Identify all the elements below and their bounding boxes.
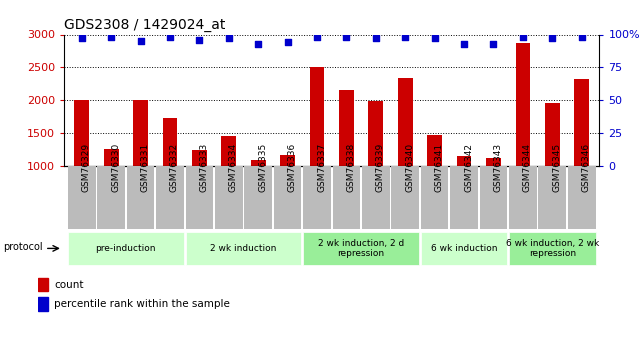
Text: GSM76339: GSM76339 — [376, 143, 385, 192]
Bar — [251, 160, 265, 166]
Bar — [97, 166, 125, 229]
Bar — [68, 166, 96, 229]
Point — [341, 34, 351, 40]
Point — [488, 41, 499, 47]
Bar — [538, 166, 566, 229]
Text: GSM76341: GSM76341 — [435, 143, 444, 192]
Text: GSM76332: GSM76332 — [170, 143, 179, 192]
Text: GSM76344: GSM76344 — [523, 143, 532, 192]
Text: protocol: protocol — [3, 242, 43, 252]
Point — [135, 38, 146, 44]
Bar — [515, 43, 530, 166]
Text: 2 wk induction: 2 wk induction — [210, 244, 277, 253]
Text: percentile rank within the sample: percentile rank within the sample — [54, 299, 230, 309]
Bar — [369, 101, 383, 166]
Bar — [215, 166, 242, 229]
Text: GDS2308 / 1429024_at: GDS2308 / 1429024_at — [64, 18, 226, 32]
Text: GSM76330: GSM76330 — [111, 143, 120, 192]
Bar — [456, 156, 471, 166]
Bar — [568, 166, 595, 229]
Bar — [362, 166, 390, 229]
Point — [194, 37, 204, 42]
Bar — [392, 166, 419, 229]
Bar — [274, 166, 301, 229]
Point — [165, 34, 175, 40]
Bar — [428, 136, 442, 166]
Bar — [280, 155, 295, 166]
Bar — [133, 100, 148, 166]
Point — [576, 34, 587, 40]
Text: count: count — [54, 279, 84, 289]
Point — [518, 34, 528, 40]
Bar — [339, 90, 354, 166]
Bar — [163, 118, 178, 166]
Point — [106, 34, 116, 40]
Bar — [509, 166, 537, 229]
Bar — [185, 232, 301, 265]
Bar — [421, 232, 507, 265]
Bar — [38, 297, 48, 310]
Text: GSM76331: GSM76331 — [140, 143, 149, 192]
Bar — [450, 166, 478, 229]
Text: GSM76343: GSM76343 — [494, 143, 503, 192]
Bar — [185, 166, 213, 229]
Text: GSM76329: GSM76329 — [82, 143, 91, 192]
Bar — [310, 67, 324, 166]
Text: GSM76346: GSM76346 — [581, 143, 591, 192]
Bar — [303, 232, 419, 265]
Point — [253, 41, 263, 47]
Point — [312, 34, 322, 40]
Text: 6 wk induction, 2 wk
repression: 6 wk induction, 2 wk repression — [506, 239, 599, 258]
Text: GSM76345: GSM76345 — [553, 143, 562, 192]
Text: GSM76335: GSM76335 — [258, 143, 267, 192]
Text: GSM76336: GSM76336 — [288, 143, 297, 192]
Text: GSM76338: GSM76338 — [346, 143, 355, 192]
Bar — [192, 150, 207, 166]
Point — [400, 34, 410, 40]
Bar — [74, 100, 89, 166]
Bar — [156, 166, 184, 229]
Point — [547, 36, 558, 41]
Bar — [574, 79, 589, 166]
Text: GSM76333: GSM76333 — [199, 143, 208, 192]
Point — [77, 36, 87, 41]
Point — [283, 40, 293, 45]
Bar — [303, 166, 331, 229]
Point — [370, 36, 381, 41]
Text: GSM76337: GSM76337 — [317, 143, 326, 192]
Bar — [68, 232, 184, 265]
Bar — [38, 278, 48, 291]
Bar — [421, 166, 449, 229]
Bar — [221, 136, 236, 166]
Bar — [509, 232, 595, 265]
Bar — [479, 166, 507, 229]
Text: 6 wk induction: 6 wk induction — [431, 244, 497, 253]
Point — [459, 41, 469, 47]
Bar — [127, 166, 154, 229]
Point — [224, 36, 234, 41]
Bar — [486, 158, 501, 166]
Bar — [104, 149, 119, 166]
Bar — [545, 103, 560, 166]
Text: GSM76342: GSM76342 — [464, 143, 473, 192]
Text: pre-induction: pre-induction — [96, 244, 156, 253]
Bar — [398, 78, 413, 166]
Bar — [333, 166, 360, 229]
Text: GSM76334: GSM76334 — [229, 143, 238, 192]
Point — [429, 36, 440, 41]
Text: 2 wk induction, 2 d
repression: 2 wk induction, 2 d repression — [318, 239, 404, 258]
Text: GSM76340: GSM76340 — [405, 143, 414, 192]
Bar — [244, 166, 272, 229]
